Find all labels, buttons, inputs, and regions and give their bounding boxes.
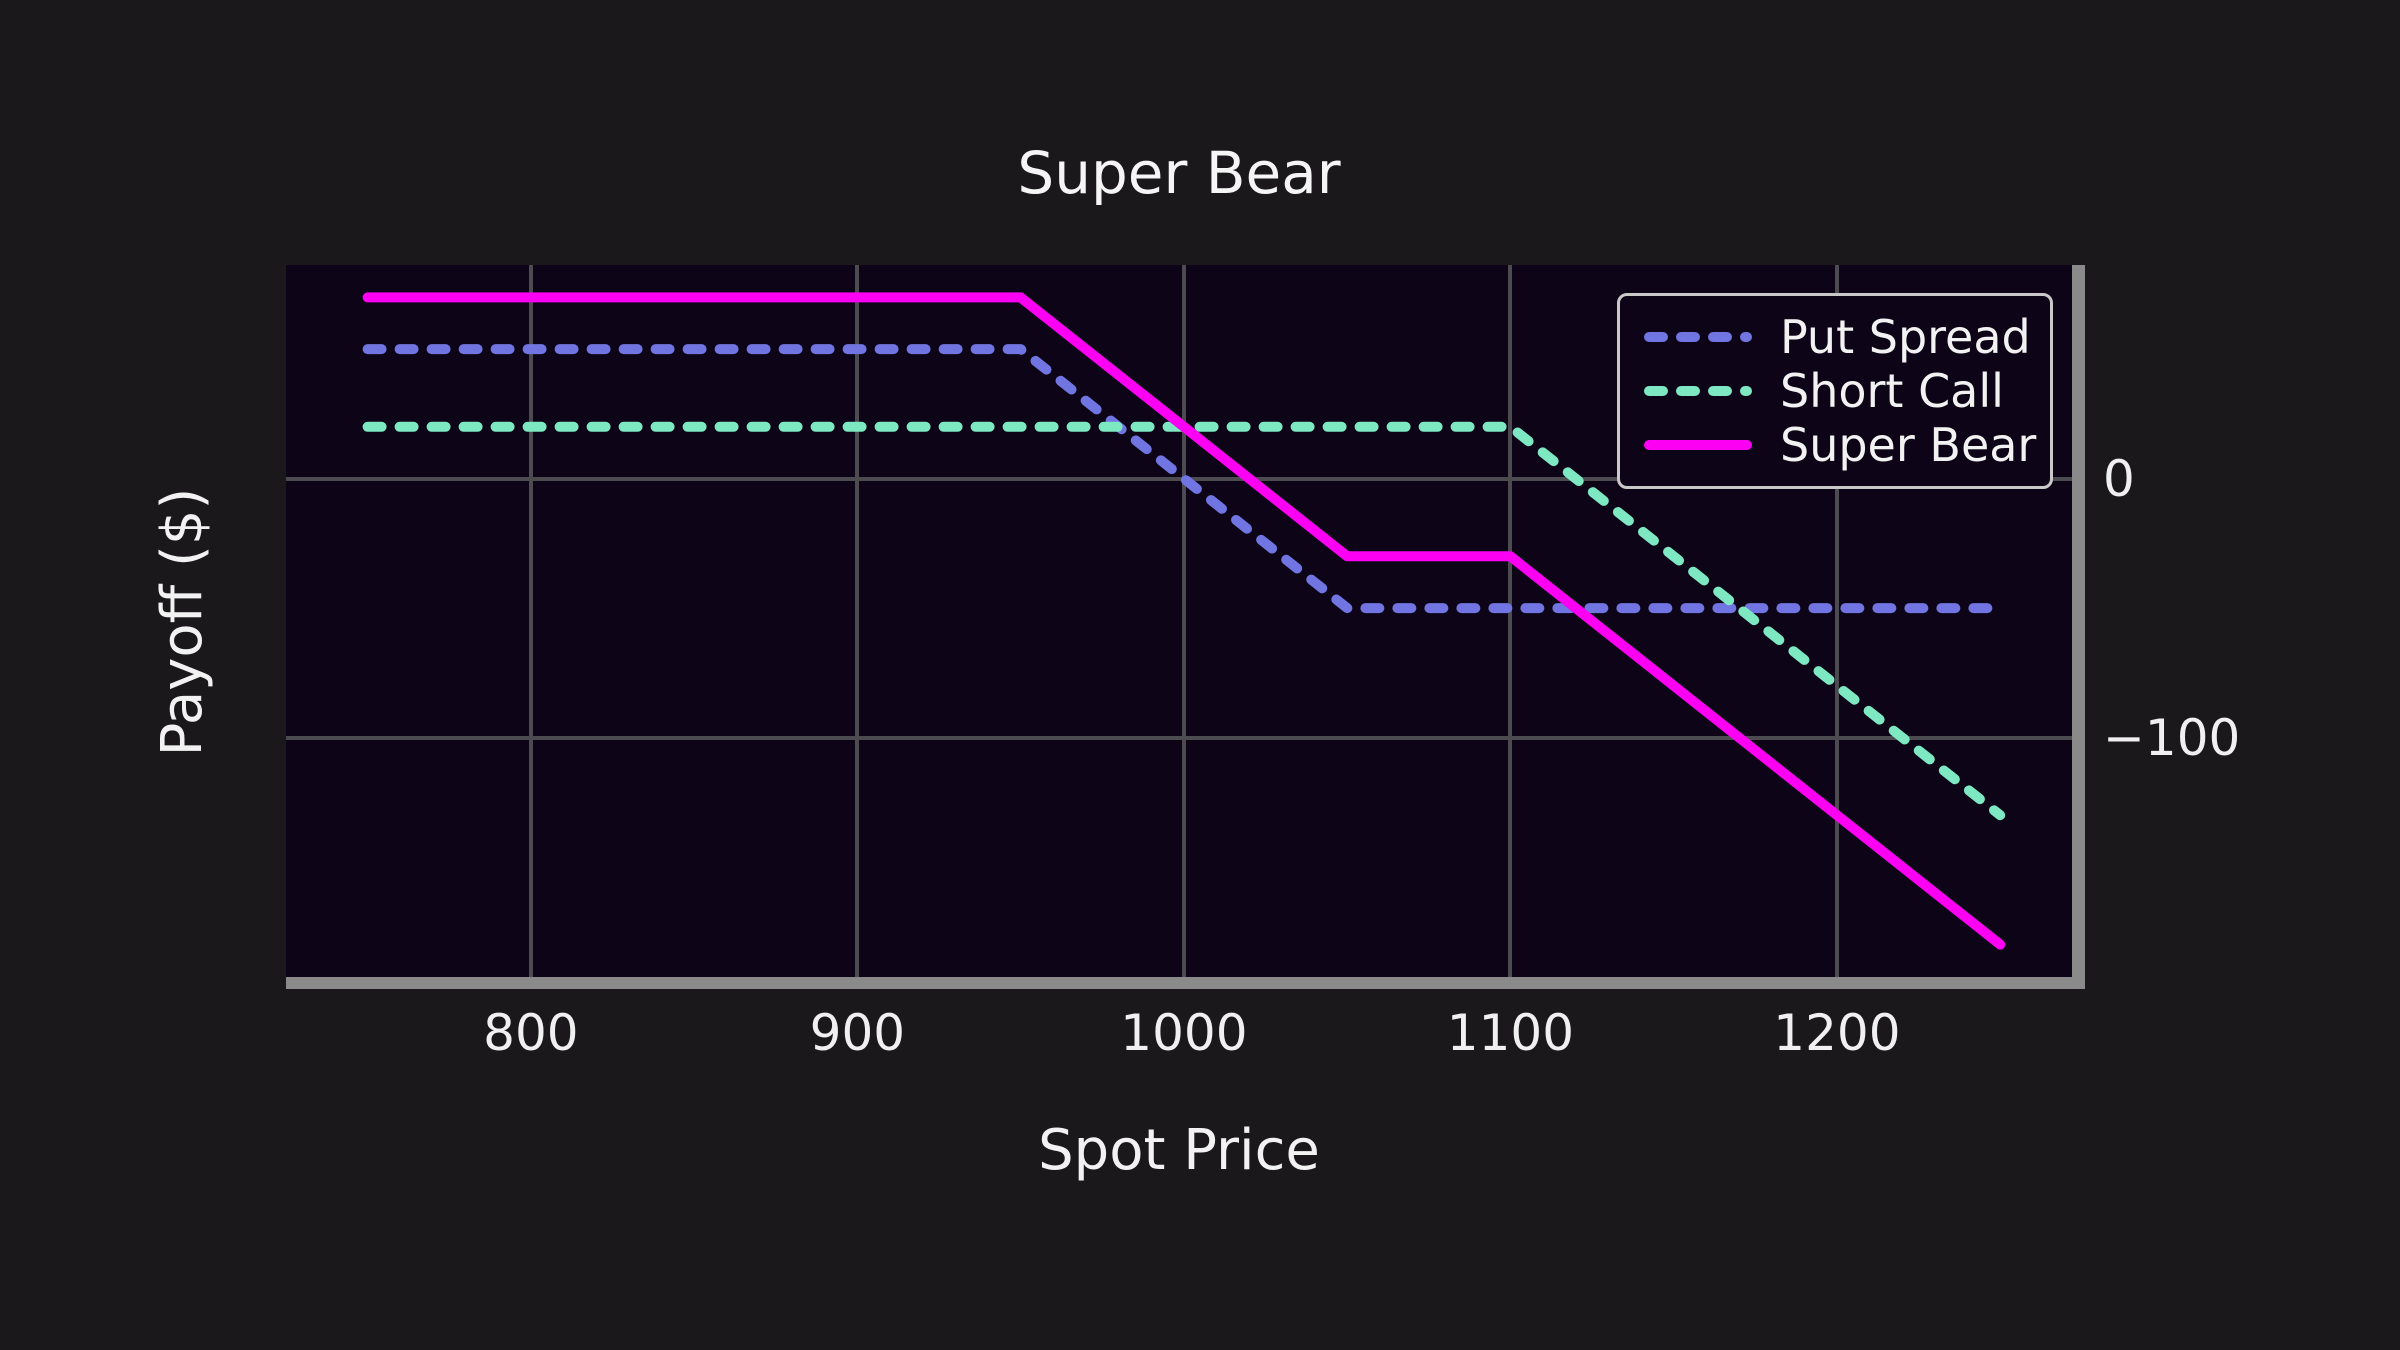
y-axis-label: Payoff ($): [150, 487, 215, 757]
legend: Put Spread Short Call Super Bear: [1617, 293, 2053, 489]
legend-label: Put Spread: [1780, 310, 2031, 364]
series-line-short-call: [362, 421, 2006, 821]
y-tick-label: −100: [2103, 708, 2241, 767]
chart-title: Super Bear: [1017, 139, 1341, 207]
x-axis-label: Spot Price: [1038, 1118, 1320, 1183]
legend-item-super-bear: Super Bear: [1642, 419, 2036, 471]
x-tick-label: 1200: [1773, 1004, 1901, 1062]
y-tick-label: 0: [2103, 449, 2135, 508]
x-tick-label: 900: [809, 1004, 906, 1062]
gridline-vertical: [528, 265, 533, 977]
legend-item-put-spread: Put Spread: [1642, 311, 2032, 363]
gridline-vertical: [1508, 265, 1513, 977]
legend-line-sample: [1644, 440, 1752, 450]
right-spine: [2072, 265, 2085, 989]
legend-line-sample: [1644, 332, 1752, 342]
gridline-horizontal: [286, 735, 2072, 740]
bottom-spine: [286, 977, 2085, 989]
series-line-super-bear: [362, 292, 2006, 950]
gridline-vertical: [1834, 265, 1839, 977]
gridline-horizontal: [286, 476, 2072, 481]
x-tick-label: 1100: [1446, 1004, 1575, 1062]
legend-item-short-call: Short Call: [1642, 365, 2032, 417]
legend-label: Super Bear: [1780, 418, 2037, 472]
gridline-vertical: [855, 265, 860, 977]
legend-label: Short Call: [1780, 364, 2004, 418]
gridline-vertical: [1181, 265, 1186, 977]
legend-line-sample: [1644, 386, 1752, 396]
x-tick-label: 800: [483, 1004, 579, 1062]
series-line-put-spread: [362, 344, 2006, 614]
x-tick-label: 1000: [1120, 1004, 1248, 1062]
